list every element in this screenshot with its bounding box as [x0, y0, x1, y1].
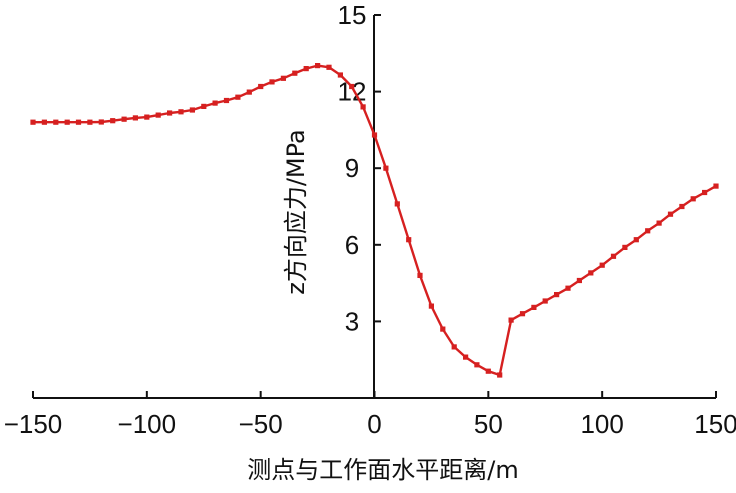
data-point — [121, 116, 127, 122]
data-point — [189, 107, 195, 113]
data-point — [53, 119, 59, 125]
data-point — [474, 362, 480, 368]
data-point — [679, 203, 685, 210]
data-point — [610, 253, 617, 259]
data-point — [337, 72, 343, 78]
x-tick-label: −100 — [118, 409, 177, 439]
data-point — [269, 79, 275, 85]
data-point — [132, 115, 138, 121]
data-point — [599, 262, 605, 268]
data-point — [508, 317, 514, 323]
x-tick-label: 150 — [694, 409, 736, 439]
x-tick-label: −50 — [239, 409, 283, 439]
data-point — [280, 75, 286, 81]
series-group — [30, 63, 719, 378]
data-point — [30, 119, 36, 125]
data-point — [167, 110, 173, 116]
data-point — [428, 303, 434, 309]
x-ticks: −150 −100 −50 0 50 100 150 — [4, 391, 736, 439]
data-point — [542, 298, 548, 304]
data-point — [554, 292, 560, 298]
data-point — [417, 272, 423, 278]
y-tick-label: 12 — [338, 77, 367, 107]
data-point — [394, 201, 400, 207]
data-point — [235, 94, 241, 100]
data-point — [463, 354, 469, 360]
data-point — [690, 196, 696, 202]
data-point — [223, 97, 230, 104]
data-point — [440, 326, 446, 332]
data-point — [64, 119, 70, 125]
data-point — [360, 104, 366, 110]
data-point — [576, 277, 582, 284]
data-point — [371, 132, 378, 138]
y-tick-label: 15 — [338, 0, 367, 30]
data-point — [41, 119, 47, 125]
x-tick-label: 0 — [367, 409, 381, 439]
y-ticks: 3 6 9 12 15 — [338, 0, 381, 336]
y-tick-label: 3 — [345, 306, 359, 336]
data-point — [98, 119, 104, 125]
data-point — [645, 228, 651, 234]
data-point — [383, 165, 389, 171]
axes — [33, 15, 716, 399]
data-point — [565, 285, 571, 291]
data-point — [87, 119, 93, 125]
x-tick-label: 50 — [474, 409, 503, 439]
data-point — [497, 372, 503, 378]
data-point — [519, 311, 526, 317]
data-point — [144, 114, 150, 120]
data-point — [155, 112, 161, 118]
data-point — [315, 63, 321, 69]
y-tick-label: 9 — [345, 153, 359, 183]
x-axis-title: 测点与工作面水平距离/m — [247, 456, 518, 484]
y-tick-label: 6 — [345, 230, 359, 260]
data-point — [531, 304, 537, 310]
x-tick-label: 100 — [580, 409, 623, 439]
data-point — [622, 244, 628, 250]
data-point — [633, 237, 639, 243]
data-point — [349, 83, 355, 90]
data-point — [485, 368, 491, 374]
data-point — [702, 189, 708, 196]
data-point — [212, 100, 218, 106]
data-point — [246, 89, 252, 95]
data-point — [110, 118, 116, 124]
data-point — [406, 237, 412, 243]
data-point — [656, 220, 662, 226]
data-point — [667, 211, 674, 217]
data-point — [713, 183, 719, 189]
x-tick-label: −150 — [4, 409, 63, 439]
data-point — [292, 70, 298, 76]
data-point — [178, 109, 184, 115]
data-point — [201, 103, 207, 109]
y-axis-title: z方向应力/MPa — [282, 129, 310, 295]
data-point — [303, 66, 309, 72]
data-point — [258, 83, 264, 90]
data-point — [326, 64, 332, 70]
data-point — [75, 119, 82, 125]
data-point — [451, 344, 457, 350]
data-point — [588, 270, 594, 276]
